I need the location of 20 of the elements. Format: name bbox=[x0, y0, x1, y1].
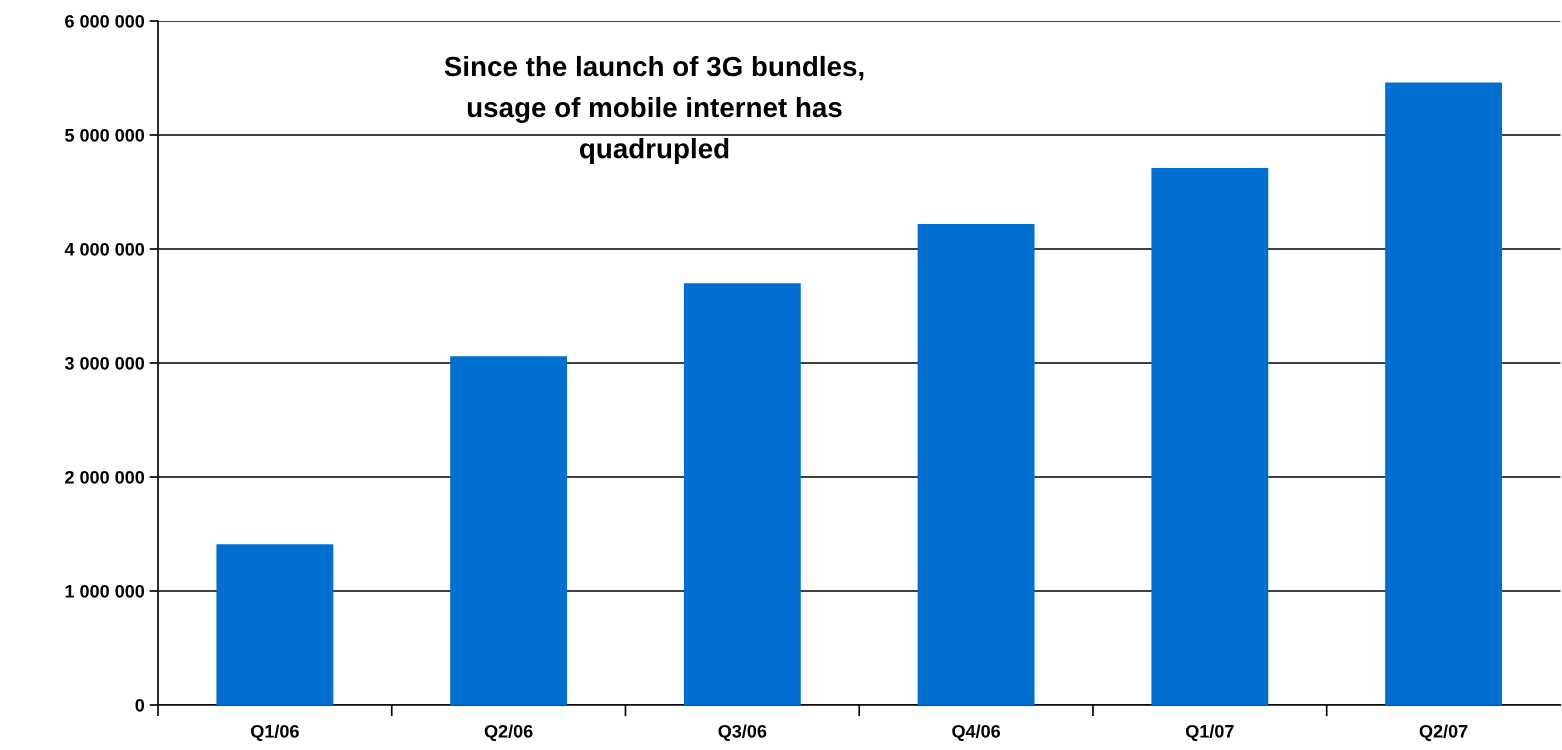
x-tick-label: Q1/07 bbox=[1185, 724, 1234, 742]
x-tick-label: Q4/06 bbox=[952, 724, 1001, 742]
x-tick-label: Q1/06 bbox=[251, 724, 299, 742]
y-tick-label: 6 000 000 bbox=[65, 14, 145, 28]
bar bbox=[683, 283, 801, 705]
x-tick-label: Q2/07 bbox=[1419, 724, 1468, 742]
y-tick-label: 0 bbox=[135, 698, 145, 712]
bar bbox=[917, 223, 1035, 705]
annotation: Since the launch of 3G bundles, usage of mobile internet has quadrupled bbox=[444, 55, 864, 164]
x-tick-label: Q3/06 bbox=[718, 724, 767, 742]
y-tick-label: 3 000 000 bbox=[64, 356, 145, 370]
y-tick-label: 4 000 000 bbox=[64, 242, 145, 256]
bar bbox=[1151, 168, 1269, 705]
y-tick-label: 1 000 000 bbox=[65, 584, 145, 598]
bar bbox=[216, 544, 334, 705]
bar bbox=[1385, 82, 1502, 705]
y-tick-label: 2 000 000 bbox=[65, 470, 145, 484]
x-tick-label: Q2/06 bbox=[484, 724, 533, 742]
bar bbox=[450, 356, 568, 705]
y-tick-label: 5 000 000 bbox=[65, 128, 145, 142]
